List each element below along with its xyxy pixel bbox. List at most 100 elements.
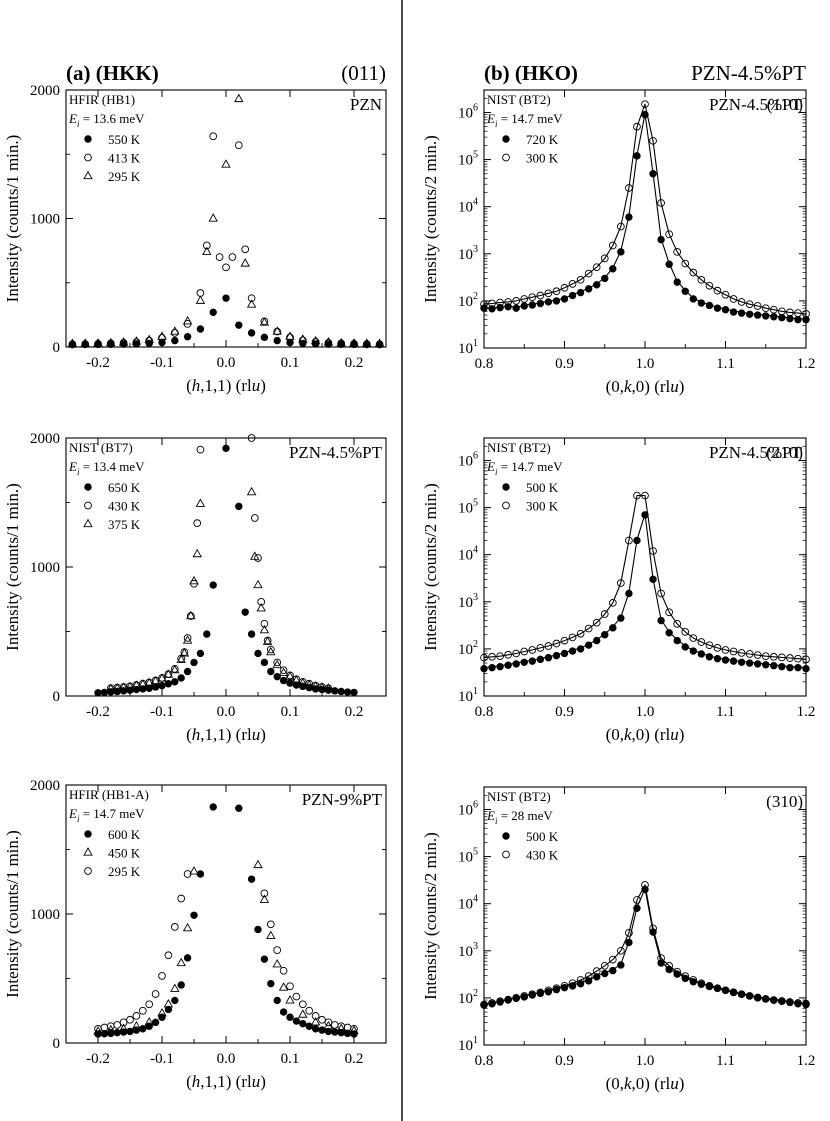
data-point — [673, 620, 682, 628]
data-point — [285, 671, 295, 680]
data-point — [769, 996, 778, 1004]
data-point — [520, 647, 529, 656]
chart-panel-4: 0.8 0.9 1.0 1.1 1.2 101 102 103 104 105 106 (0,k,0)… — [421, 437, 815, 744]
data-point — [762, 312, 770, 320]
data-point — [93, 338, 103, 347]
data-point — [247, 630, 256, 638]
data-point — [150, 675, 161, 685]
data-point — [138, 679, 148, 688]
info-line: Ei = 14.7 meV — [486, 459, 563, 477]
data-point — [520, 658, 528, 666]
data-point — [305, 1022, 313, 1030]
legend-label: 650 K — [108, 480, 141, 495]
data-point — [203, 630, 211, 638]
data-point — [480, 664, 488, 673]
x-axis-label: (h,1,1) (rlu) — [186, 1072, 266, 1091]
data-point — [337, 1028, 345, 1037]
data-point — [286, 333, 294, 342]
legend-label: 500 K — [526, 480, 559, 495]
data-point — [633, 536, 641, 545]
y-tick-label: 103 — [458, 592, 478, 611]
data-point — [164, 951, 173, 960]
y-tick-label: 104 — [458, 197, 478, 216]
data-point — [170, 983, 180, 992]
data-point — [112, 682, 122, 692]
data-point — [544, 298, 553, 306]
data-point — [601, 274, 609, 283]
data-point — [145, 339, 153, 348]
data-point — [235, 804, 243, 812]
y-tick-label: 0 — [53, 340, 61, 356]
data-point — [132, 1012, 141, 1020]
data-point — [721, 646, 730, 654]
data-point — [257, 597, 266, 606]
data-point — [144, 334, 154, 344]
data-point — [259, 894, 270, 903]
data-point — [552, 984, 561, 993]
data-point — [560, 295, 569, 303]
data-point — [273, 327, 282, 336]
data-point — [241, 608, 249, 616]
data-point — [480, 304, 488, 312]
x-tick-label: 0.9 — [555, 1053, 574, 1069]
data-point — [349, 1025, 359, 1034]
data-point — [536, 988, 545, 997]
data-point — [196, 325, 205, 333]
data-point — [93, 1026, 103, 1035]
data-point — [512, 649, 521, 658]
info-line: NIST (BT2) — [487, 789, 551, 804]
data-point — [80, 338, 90, 347]
data-point — [713, 304, 722, 312]
data-point — [317, 682, 327, 691]
data-point — [183, 870, 192, 878]
data-point — [560, 283, 569, 292]
x-tick-label: -0.1 — [150, 1051, 174, 1067]
data-point — [196, 445, 205, 454]
legend-marker — [502, 483, 510, 491]
data-point — [273, 658, 282, 667]
data-point — [190, 658, 198, 667]
x-tick-label: 0.0 — [217, 704, 236, 720]
data-point — [323, 337, 334, 346]
data-point — [488, 663, 496, 672]
y-tick-label: 105 — [458, 847, 478, 866]
data-point — [729, 657, 738, 665]
data-point — [673, 970, 681, 978]
data-point — [737, 990, 746, 999]
legend-label: 375 K — [108, 517, 141, 532]
data-point — [177, 981, 185, 989]
data-point — [601, 969, 609, 978]
data-point — [362, 340, 371, 348]
legend-label: 550 K — [108, 132, 141, 147]
data-point — [171, 336, 179, 345]
data-point — [753, 993, 762, 1002]
data-point — [745, 650, 754, 658]
y-axis-label: Intensity (counts/1 min.) — [3, 830, 22, 998]
x-tick-label: 0.8 — [475, 356, 494, 372]
fit-curve-430-K — [483, 884, 807, 1006]
data-point — [633, 491, 641, 500]
data-point — [182, 635, 193, 644]
data-point — [633, 904, 641, 912]
data-point — [697, 979, 706, 988]
data-point — [657, 199, 665, 207]
data-point — [138, 1006, 147, 1015]
legend-label: 430 K — [108, 499, 141, 514]
plot-frame — [65, 89, 387, 348]
data-point — [209, 803, 217, 811]
data-point — [568, 647, 577, 655]
legend-marker — [502, 135, 510, 143]
data-point — [697, 299, 706, 307]
data-point — [786, 663, 794, 672]
column-a-title: (a) (HKK) — [66, 61, 159, 85]
legend-label: 295 K — [108, 864, 141, 879]
data-point — [504, 650, 513, 659]
data-point — [318, 1026, 326, 1034]
data-point — [247, 294, 256, 303]
data-point — [195, 295, 206, 304]
data-point — [665, 230, 674, 239]
data-point — [721, 656, 730, 664]
data-point — [737, 309, 746, 317]
chart-panel-2: 0.8 0.9 1.0 1.1 1.2 101 102 103 104 105 106 (0,k,0)… — [421, 89, 815, 396]
data-point — [157, 1008, 167, 1017]
